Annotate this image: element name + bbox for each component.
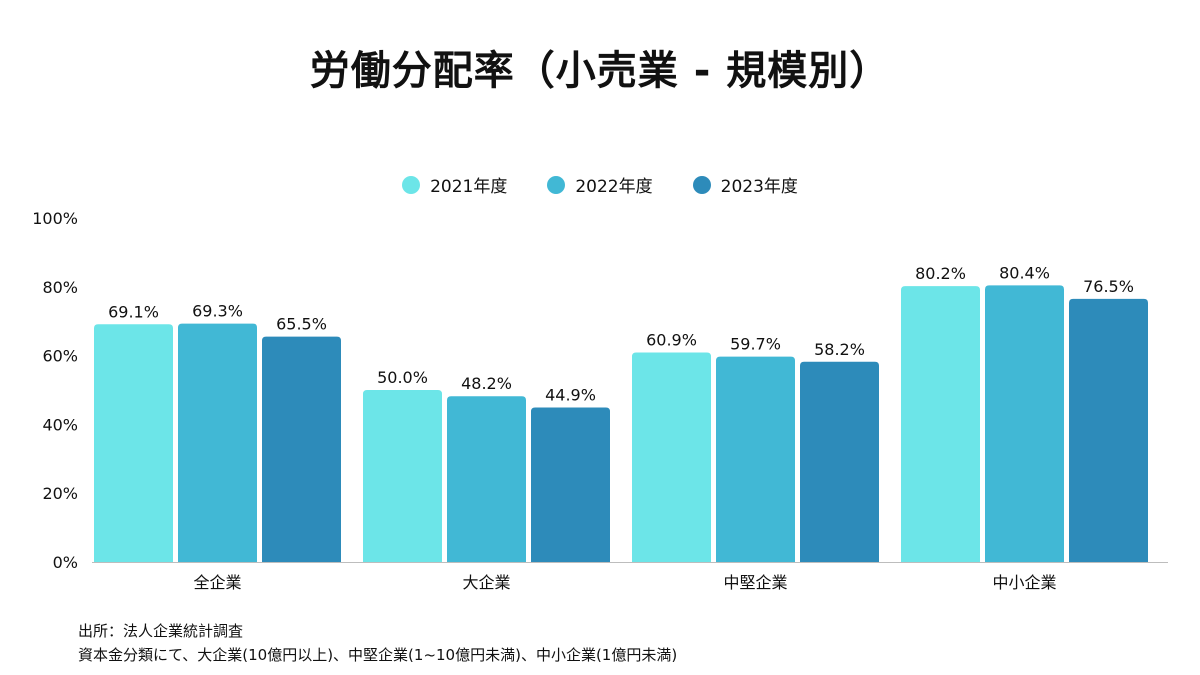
y-tick-label: 20%: [42, 484, 78, 503]
y-tick-label: 80%: [42, 278, 78, 297]
bar-4-3: [1069, 298, 1148, 562]
bar-1-1: [94, 324, 173, 562]
data-label: 60.9%: [646, 331, 697, 350]
x-category-label: 中小企業: [992, 573, 1056, 592]
bar-1-3: [262, 336, 341, 562]
legend-swatch-2023: [692, 175, 711, 194]
legend-label-2021: 2021年度: [430, 177, 508, 197]
bar-4-2: [985, 285, 1064, 562]
data-label: 44.9%: [545, 386, 596, 405]
y-tick-label: 60%: [42, 347, 78, 366]
data-label: 50.0%: [377, 368, 428, 387]
legend: 2021年度 2022年度 2023年度: [0, 172, 1200, 197]
data-label: 58.2%: [814, 340, 865, 359]
data-label: 48.2%: [461, 374, 512, 393]
x-category-label: 全企業: [193, 573, 241, 592]
data-label: 76.5%: [1083, 277, 1134, 296]
y-tick-label: 0%: [53, 553, 78, 572]
bar-3-2: [716, 356, 795, 562]
data-label: 59.7%: [730, 335, 781, 354]
bar-3-3: [800, 361, 879, 562]
data-label: 80.4%: [999, 263, 1050, 282]
bar-2-2: [447, 396, 526, 562]
x-category-label: 大企業: [462, 573, 510, 592]
bar-1-2: [178, 323, 257, 562]
bar-4-1: [901, 286, 980, 562]
legend-label-2022: 2022年度: [575, 177, 653, 197]
bar-2-3: [531, 407, 610, 562]
source-note: 出所：法人企業統計調査: [78, 622, 244, 640]
data-label: 65.5%: [276, 315, 327, 334]
legend-item-2021: 2021年度: [402, 172, 507, 197]
bar-2-1: [363, 390, 442, 562]
legend-swatch-2022: [547, 175, 566, 194]
chart-title: 労働分配率（小売業 - 規模別）: [309, 48, 891, 94]
legend-item-2023: 2023年度: [692, 172, 798, 197]
bar-3-1: [632, 352, 711, 562]
y-tick-label: 100%: [32, 209, 78, 228]
definition-note: 資本金分類にて、大企業(10億円以上)、中堅企業(1~10億円未満)、中小企業(…: [78, 646, 678, 664]
data-label: 80.2%: [915, 264, 966, 283]
y-tick-label: 40%: [42, 415, 78, 434]
legend-item-2022: 2022年度: [547, 172, 653, 197]
data-label: 69.3%: [192, 302, 243, 321]
legend-label-2023: 2023年度: [720, 177, 798, 197]
legend-swatch-2021: [402, 175, 421, 194]
data-label: 69.1%: [108, 302, 159, 321]
x-category-label: 中堅企業: [723, 573, 787, 592]
